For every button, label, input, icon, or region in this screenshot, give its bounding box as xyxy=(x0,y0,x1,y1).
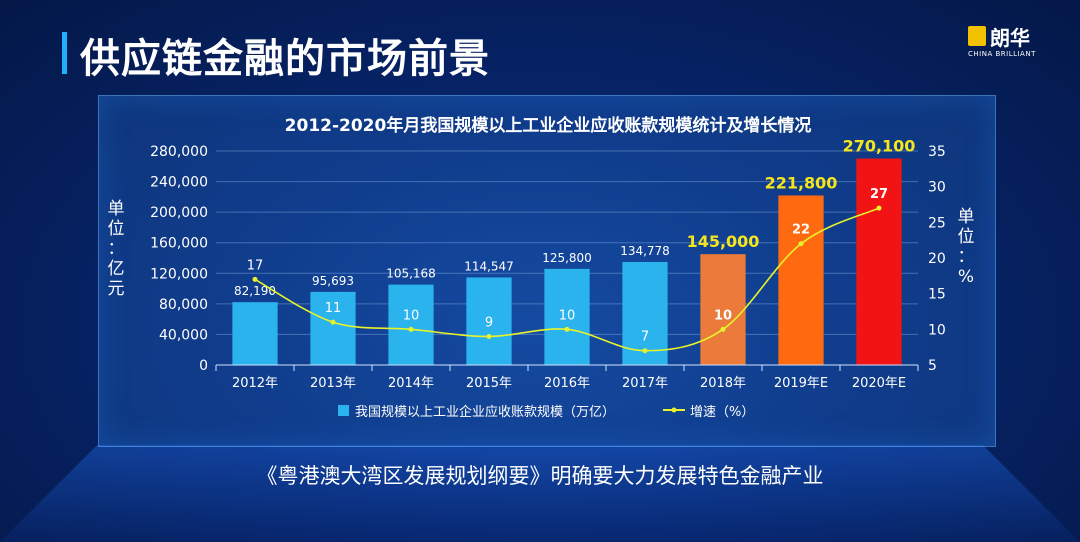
bar-data-label: 270,100 xyxy=(843,137,916,156)
y-left-tick-label: 120,000 xyxy=(150,266,208,282)
x-tick-label: 2012年 xyxy=(232,376,278,391)
y-left-tick-label: 80,000 xyxy=(159,297,208,313)
legend-line-marker xyxy=(671,407,677,413)
bar-data-label: 95,693 xyxy=(312,274,354,288)
y-right-tick-label: 35 xyxy=(928,144,946,160)
bar xyxy=(388,284,434,365)
stage-floor xyxy=(0,445,1080,542)
line-data-label: 10 xyxy=(403,308,420,323)
y-right-tick-label: 15 xyxy=(928,287,946,303)
page-subtitle: 《粤港澳大湾区发展规划纲要》明确要大力发展特色金融产业 xyxy=(256,464,824,488)
bar-data-label: 221,800 xyxy=(765,173,838,192)
y-right-axis-title: 单 xyxy=(958,207,975,227)
line-point xyxy=(486,333,492,339)
line-point xyxy=(720,326,726,332)
line-data-label: 9 xyxy=(485,315,493,330)
line-data-label: 22 xyxy=(792,223,810,238)
page-title: 供应链金融的市场前景 xyxy=(80,36,490,82)
brand-logo-icon xyxy=(968,26,986,46)
y-right-tick-label: 30 xyxy=(928,180,946,196)
bar-data-label: 114,547 xyxy=(464,259,514,273)
bar xyxy=(856,158,902,365)
brand-logo: 朗华 CHINA BRILLIANT xyxy=(968,22,1048,62)
y-left-axis-title: 单 xyxy=(108,199,125,219)
line-data-label: 17 xyxy=(247,258,264,273)
bar-data-label: 145,000 xyxy=(687,232,760,251)
line-point xyxy=(642,348,648,354)
x-tick-label: 2015年 xyxy=(466,376,512,391)
line-data-label: 11 xyxy=(325,301,342,316)
line-data-label: 7 xyxy=(641,330,649,345)
y-left-tick-label: 40,000 xyxy=(159,327,208,343)
line-point xyxy=(252,276,258,282)
x-tick-label: 2016年 xyxy=(544,376,590,391)
y-right-tick-label: 10 xyxy=(928,322,946,338)
bar xyxy=(232,302,278,365)
y-left-axis-title: 元 xyxy=(108,279,125,299)
y-left-tick-label: 160,000 xyxy=(150,236,208,252)
title-accent-bar xyxy=(62,32,67,74)
y-right-axis-title: % xyxy=(958,267,974,287)
y-right-tick-label: 20 xyxy=(928,251,946,267)
y-left-axis-title: 位 xyxy=(108,219,125,239)
line-data-label: 27 xyxy=(870,187,888,202)
line-point xyxy=(330,319,336,325)
y-left-tick-label: 280,000 xyxy=(150,144,208,160)
growth-line xyxy=(254,207,880,352)
line-point xyxy=(564,326,570,332)
line-point xyxy=(876,205,882,211)
line-data-label: 10 xyxy=(714,308,732,323)
y-left-axis-title: 亿 xyxy=(108,259,125,279)
bar xyxy=(622,261,668,365)
legend-bar-swatch xyxy=(338,405,349,416)
x-tick-label: 2019年E xyxy=(774,376,828,391)
axes: 0 40,000 80,000 120,000 160,000 200,000 240,00… xyxy=(108,144,975,391)
brand-name: 朗华 xyxy=(990,26,1030,50)
line-data-label: 10 xyxy=(559,308,576,323)
line-point xyxy=(798,241,804,247)
bar-data-label: 125,800 xyxy=(542,251,592,265)
y-right-tick-label: 5 xyxy=(928,358,937,374)
bar-data-label: 82,190 xyxy=(234,284,276,298)
line-series: 17 11 10 9 10 7 10 22 27 xyxy=(247,187,888,354)
y-left-tick-label: 0 xyxy=(199,358,208,374)
bar xyxy=(310,291,356,365)
bar xyxy=(466,277,512,365)
bar-series: 82,190 95,693 105,168 114,547 125,800 134,778… xyxy=(232,137,915,365)
brand-tagline: CHINA BRILLIANT xyxy=(968,50,1036,58)
line-point xyxy=(408,326,414,332)
y-left-tick-label: 200,000 xyxy=(150,205,208,221)
bar xyxy=(700,254,746,365)
x-tick-label: 2018年 xyxy=(700,376,746,391)
x-tick-label: 2020年E xyxy=(852,376,906,391)
y-right-axis-title: ： xyxy=(958,247,975,267)
legend: 我国规模以上工业企业应收账款规模（万亿） 增速（%） xyxy=(338,404,754,420)
bar xyxy=(544,268,590,365)
x-tick-label: 2013年 xyxy=(310,376,356,391)
bar xyxy=(778,195,824,365)
legend-line-label: 增速（%） xyxy=(690,405,754,420)
y-right-axis-title: 位 xyxy=(958,227,975,247)
chart-title: 2012-2020年月我国规模以上工业企业应收账款规模统计及增长情况 xyxy=(285,115,812,136)
bar-data-label: 134,778 xyxy=(620,244,670,258)
bar-data-label: 105,168 xyxy=(386,267,436,281)
y-left-tick-label: 240,000 xyxy=(150,175,208,191)
x-tick-label: 2014年 xyxy=(388,376,434,391)
y-left-axis-title: ： xyxy=(108,239,125,259)
legend-bar-label: 我国规模以上工业企业应收账款规模（万亿） xyxy=(355,404,615,420)
x-tick-label: 2017年 xyxy=(622,376,668,391)
y-right-tick-label: 25 xyxy=(928,215,946,231)
